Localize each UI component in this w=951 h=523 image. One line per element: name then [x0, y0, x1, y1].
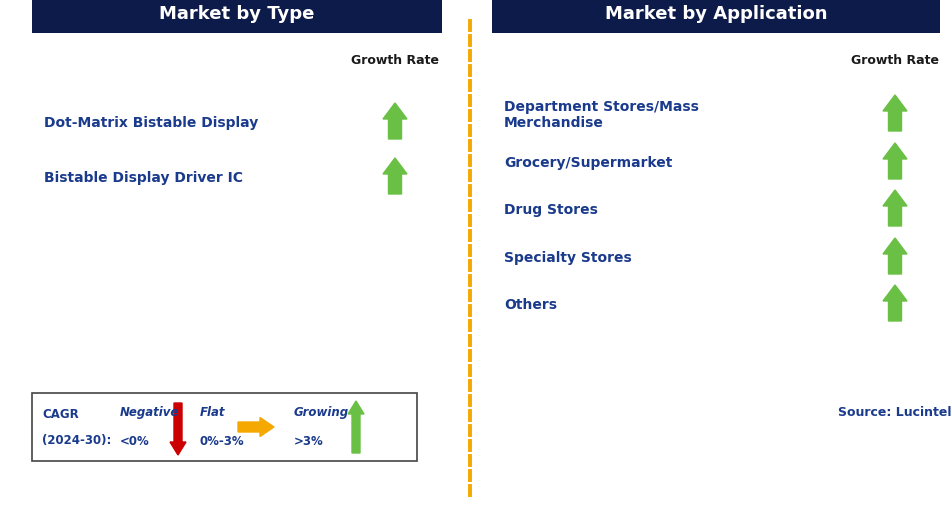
Text: Growth Rate: Growth Rate — [851, 54, 939, 67]
Text: Drug Stores: Drug Stores — [504, 203, 598, 217]
FancyArrow shape — [383, 158, 407, 194]
FancyArrow shape — [883, 143, 907, 179]
FancyArrow shape — [170, 403, 186, 455]
Text: Source: Lucintel: Source: Lucintel — [838, 406, 951, 419]
Text: Growing: Growing — [294, 405, 349, 418]
FancyArrow shape — [383, 103, 407, 139]
Text: <0%: <0% — [120, 436, 149, 448]
Text: (2024-30):: (2024-30): — [42, 434, 111, 447]
FancyArrow shape — [348, 401, 364, 453]
Text: Grocery/Supermarket: Grocery/Supermarket — [504, 156, 672, 170]
FancyArrow shape — [883, 238, 907, 274]
Text: Flat: Flat — [200, 405, 225, 418]
Text: Specialty Stores: Specialty Stores — [504, 251, 631, 265]
Text: Department Stores/Mass
Merchandise: Department Stores/Mass Merchandise — [504, 100, 699, 130]
Text: Negative: Negative — [120, 405, 180, 418]
Text: 0%-3%: 0%-3% — [200, 436, 244, 448]
Text: CAGR: CAGR — [42, 408, 79, 421]
Text: Market by Type: Market by Type — [160, 5, 315, 23]
FancyArrow shape — [883, 95, 907, 131]
FancyArrow shape — [883, 190, 907, 226]
FancyArrow shape — [238, 417, 274, 437]
FancyBboxPatch shape — [492, 0, 940, 33]
Text: Bistable Display Driver IC: Bistable Display Driver IC — [44, 171, 243, 185]
Text: Dot-Matrix Bistable Display: Dot-Matrix Bistable Display — [44, 116, 259, 130]
Text: Others: Others — [504, 298, 557, 312]
Text: Market by Application: Market by Application — [605, 5, 827, 23]
Text: Growth Rate: Growth Rate — [351, 54, 439, 67]
FancyBboxPatch shape — [32, 0, 442, 33]
FancyBboxPatch shape — [32, 393, 417, 461]
Text: >3%: >3% — [294, 436, 323, 448]
FancyArrow shape — [883, 285, 907, 321]
